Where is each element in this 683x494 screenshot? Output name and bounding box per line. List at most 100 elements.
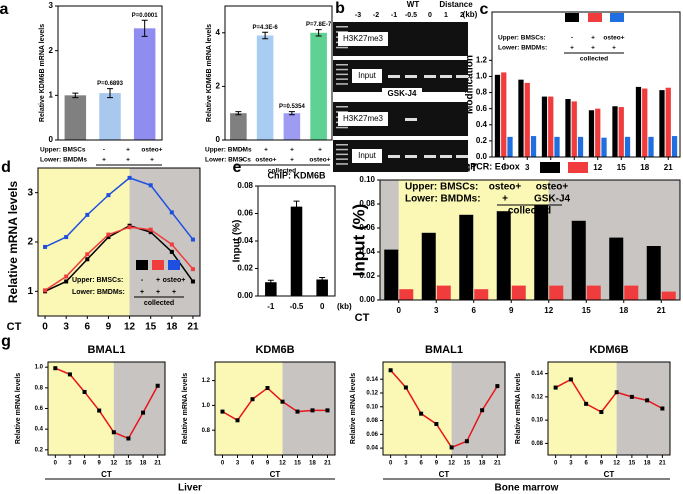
x-tick-label: 15 bbox=[617, 163, 626, 172]
y-tick-label: 1.0 bbox=[476, 72, 488, 81]
condition-cell: osteo+ bbox=[163, 277, 186, 284]
legend-swatch bbox=[610, 13, 624, 22]
point bbox=[82, 389, 87, 394]
point bbox=[480, 408, 485, 413]
bar bbox=[283, 113, 301, 140]
footer: collected bbox=[268, 168, 296, 175]
condition-cell: osteo+ bbox=[603, 35, 624, 42]
plot-frame bbox=[382, 361, 506, 456]
condition-label: Upper: BMSCs: bbox=[72, 277, 123, 284]
error-bar bbox=[262, 31, 269, 40]
point bbox=[155, 383, 160, 388]
gel-band bbox=[440, 75, 452, 78]
panel-letter: d bbox=[1, 159, 11, 176]
point bbox=[106, 235, 111, 240]
error-bar bbox=[72, 92, 79, 99]
point bbox=[419, 411, 424, 416]
condition-label: Upper: BMSCs: bbox=[405, 182, 478, 193]
x-tick-label: 12 bbox=[124, 322, 136, 333]
x-axis-title: CT bbox=[604, 470, 615, 479]
y-tick-label: 0.10 bbox=[366, 404, 378, 410]
point bbox=[250, 397, 255, 402]
ladder-band bbox=[336, 26, 348, 28]
condition-cell: + bbox=[591, 35, 595, 42]
y-tick-label: 0.04 bbox=[359, 247, 375, 256]
footer: collected bbox=[580, 56, 608, 63]
p-value: P=0.5354 bbox=[279, 104, 306, 110]
point bbox=[280, 399, 285, 404]
y-tick-label: 0.14 bbox=[531, 371, 543, 377]
bar bbox=[642, 88, 648, 157]
bar bbox=[530, 136, 537, 157]
y-tick-label: 0.6 bbox=[476, 104, 488, 113]
x-unit: (kb) bbox=[337, 302, 352, 311]
chart-title: BMAL1 bbox=[88, 344, 126, 356]
condition-cell: osteo+ bbox=[255, 157, 276, 164]
x-tick-label: 18 bbox=[166, 322, 178, 333]
x-tick-label: 3 bbox=[63, 322, 69, 333]
condition-cell: + bbox=[612, 45, 616, 52]
point bbox=[85, 252, 90, 257]
error-bar bbox=[107, 88, 113, 99]
x-tick-label: 6 bbox=[83, 461, 87, 467]
y-tick-label: 0.2 bbox=[476, 136, 488, 145]
x-axis-title: CT bbox=[439, 470, 450, 479]
point bbox=[599, 409, 604, 414]
point bbox=[434, 422, 439, 426]
x-tick-label: 15 bbox=[125, 461, 132, 467]
point bbox=[629, 394, 634, 399]
bar bbox=[436, 285, 451, 300]
bar bbox=[518, 79, 524, 157]
y-tick-label: 0.8 bbox=[202, 428, 211, 434]
point bbox=[126, 436, 131, 441]
gel-row-label: H3K27me3 bbox=[343, 34, 384, 43]
point bbox=[235, 418, 240, 423]
point bbox=[325, 408, 330, 413]
bar bbox=[624, 136, 631, 157]
y-axis-title: Relative mRNA levels bbox=[6, 181, 20, 304]
condition-cell: + bbox=[591, 45, 595, 52]
ladder-band bbox=[336, 31, 348, 33]
ladder-band bbox=[336, 158, 348, 160]
x-tick-label: 12 bbox=[613, 461, 620, 467]
y-tick-label: 0 bbox=[49, 135, 54, 144]
bar bbox=[618, 107, 624, 157]
point bbox=[169, 210, 174, 215]
treatment-box bbox=[382, 88, 422, 100]
group-label: Bone marrow bbox=[495, 483, 559, 494]
y-tick-label: 0.2 bbox=[35, 447, 44, 453]
y-tick-label: 0.10 bbox=[359, 175, 375, 184]
point bbox=[43, 244, 48, 249]
condition-cell: osteo+ bbox=[141, 147, 162, 154]
condition-cell: - bbox=[103, 147, 105, 154]
light-phase bbox=[548, 362, 617, 455]
series-line bbox=[555, 378, 663, 413]
panel-letter: e bbox=[233, 159, 242, 176]
chart-title: ChIP: KDM6B bbox=[268, 170, 326, 180]
bar bbox=[511, 285, 526, 300]
condition-cell: + bbox=[102, 157, 106, 164]
point bbox=[310, 408, 315, 413]
y-tick-label: 0.00 bbox=[359, 295, 375, 304]
bar bbox=[549, 285, 564, 300]
x-tick-label: 12 bbox=[448, 461, 455, 467]
series-line bbox=[44, 226, 194, 291]
condition-cell: + bbox=[156, 289, 160, 296]
bar bbox=[635, 86, 642, 157]
y-axis-title: Relative KDM6B mRNA levels bbox=[39, 24, 46, 122]
condition-label: Lower: BMDMs: bbox=[72, 289, 125, 296]
point bbox=[220, 409, 225, 414]
x-tick-label: 9 bbox=[600, 461, 604, 467]
y-tick-label: 1 bbox=[27, 286, 33, 297]
point bbox=[67, 372, 72, 377]
x-tick-label: 15 bbox=[294, 461, 301, 467]
y-tick-label: 0.08 bbox=[237, 181, 253, 190]
point bbox=[141, 410, 146, 415]
condition-cell: GSK-J4 bbox=[534, 194, 571, 205]
y-tick-label: 0.00 bbox=[237, 291, 253, 300]
x-tick-label: 18 bbox=[644, 461, 651, 467]
condition-cell: osteo+ bbox=[309, 157, 330, 164]
bar bbox=[595, 108, 601, 157]
point bbox=[295, 409, 300, 414]
